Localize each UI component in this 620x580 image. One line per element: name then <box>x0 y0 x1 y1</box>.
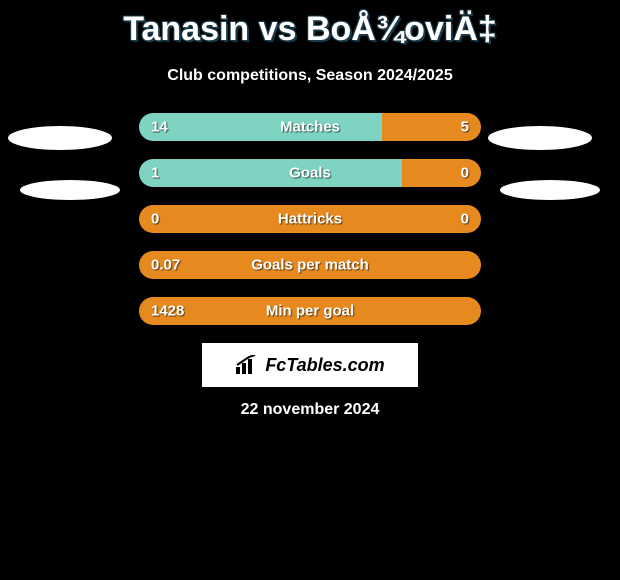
stat-bar-right-segment <box>402 159 481 187</box>
stat-label: Hattricks <box>278 211 342 228</box>
stat-row: 1 0 Goals <box>0 159 620 187</box>
attribution-badge: FcTables.com <box>202 343 418 387</box>
stat-left-value: 0.07 <box>151 257 180 274</box>
stat-right-value: 0 <box>461 211 469 228</box>
stat-bar: 1 0 Goals <box>139 159 481 187</box>
stat-right-value: 5 <box>461 119 469 136</box>
stat-label: Matches <box>280 119 340 136</box>
stat-label: Min per goal <box>266 303 354 320</box>
stat-row: 0 0 Hattricks <box>0 205 620 233</box>
chart-icon <box>235 355 259 375</box>
stat-row: 1428 Min per goal <box>0 297 620 325</box>
stat-left-value: 0 <box>151 211 159 228</box>
stat-label: Goals per match <box>251 257 369 274</box>
stat-left-value: 14 <box>151 119 168 136</box>
stat-row: 0.07 Goals per match <box>0 251 620 279</box>
player2-name: BoÅ¾oviÄ‡ <box>306 10 497 48</box>
stat-bar: 1428 Min per goal <box>139 297 481 325</box>
stat-label: Goals <box>289 165 331 182</box>
stat-bar: 0 0 Hattricks <box>139 205 481 233</box>
stat-bar-left-segment <box>139 113 382 141</box>
attribution-text: FcTables.com <box>265 355 384 376</box>
stat-right-value: 0 <box>461 165 469 182</box>
stat-left-value: 1428 <box>151 303 184 320</box>
player1-name: Tanasin <box>123 10 249 48</box>
stat-row: 14 5 Matches <box>0 113 620 141</box>
footer-date: 22 november 2024 <box>0 401 620 419</box>
vs-text: vs <box>259 10 297 48</box>
stat-bar: 14 5 Matches <box>139 113 481 141</box>
subtitle: Club competitions, Season 2024/2025 <box>0 67 620 85</box>
stat-bar-left-segment <box>139 159 402 187</box>
stat-bar: 0.07 Goals per match <box>139 251 481 279</box>
stat-left-value: 1 <box>151 165 159 182</box>
page-title: Tanasin vs BoÅ¾oviÄ‡ <box>0 0 620 49</box>
